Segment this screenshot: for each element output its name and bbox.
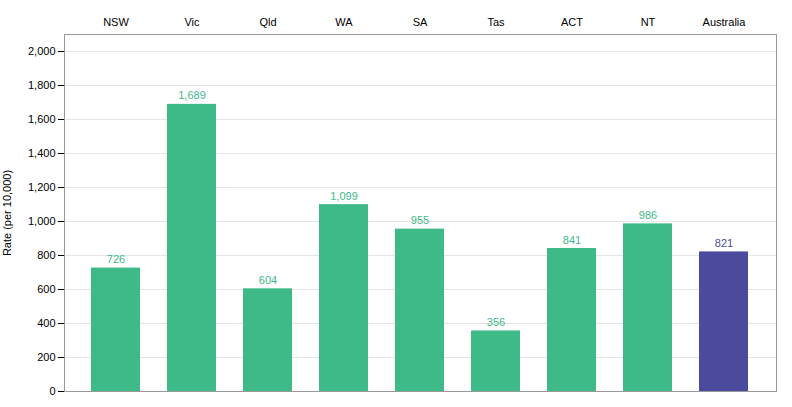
svg-text:Rate (per 10,000): Rate (per 10,000): [1, 170, 13, 256]
svg-text:2,000: 2,000: [28, 45, 56, 57]
svg-text:1,000: 1,000: [28, 215, 56, 227]
svg-text:1,400: 1,400: [28, 147, 56, 159]
svg-text:ACT: ACT: [561, 16, 583, 28]
svg-text:Australia: Australia: [703, 16, 747, 28]
svg-text:986: 986: [639, 209, 657, 221]
svg-text:1,200: 1,200: [28, 181, 56, 193]
svg-text:200: 200: [37, 351, 55, 363]
svg-text:955: 955: [411, 214, 429, 226]
svg-text:726: 726: [107, 253, 125, 265]
svg-text:356: 356: [487, 316, 505, 328]
svg-text:Qld: Qld: [259, 16, 276, 28]
svg-text:1,099: 1,099: [330, 190, 358, 202]
svg-text:841: 841: [563, 234, 581, 246]
svg-text:400: 400: [37, 317, 55, 329]
svg-text:821: 821: [715, 237, 733, 249]
svg-text:NT: NT: [641, 16, 656, 28]
svg-text:0: 0: [49, 385, 55, 397]
svg-text:604: 604: [259, 274, 277, 286]
svg-text:800: 800: [37, 249, 55, 261]
svg-text:1,800: 1,800: [28, 79, 56, 91]
svg-text:1,600: 1,600: [28, 113, 56, 125]
svg-text:600: 600: [37, 283, 55, 295]
svg-text:1,689: 1,689: [178, 89, 206, 101]
svg-text:NSW: NSW: [103, 16, 129, 28]
svg-text:Tas: Tas: [487, 16, 505, 28]
svg-text:Vic: Vic: [184, 16, 200, 28]
svg-text:WA: WA: [335, 16, 353, 28]
svg-text:SA: SA: [413, 16, 428, 28]
